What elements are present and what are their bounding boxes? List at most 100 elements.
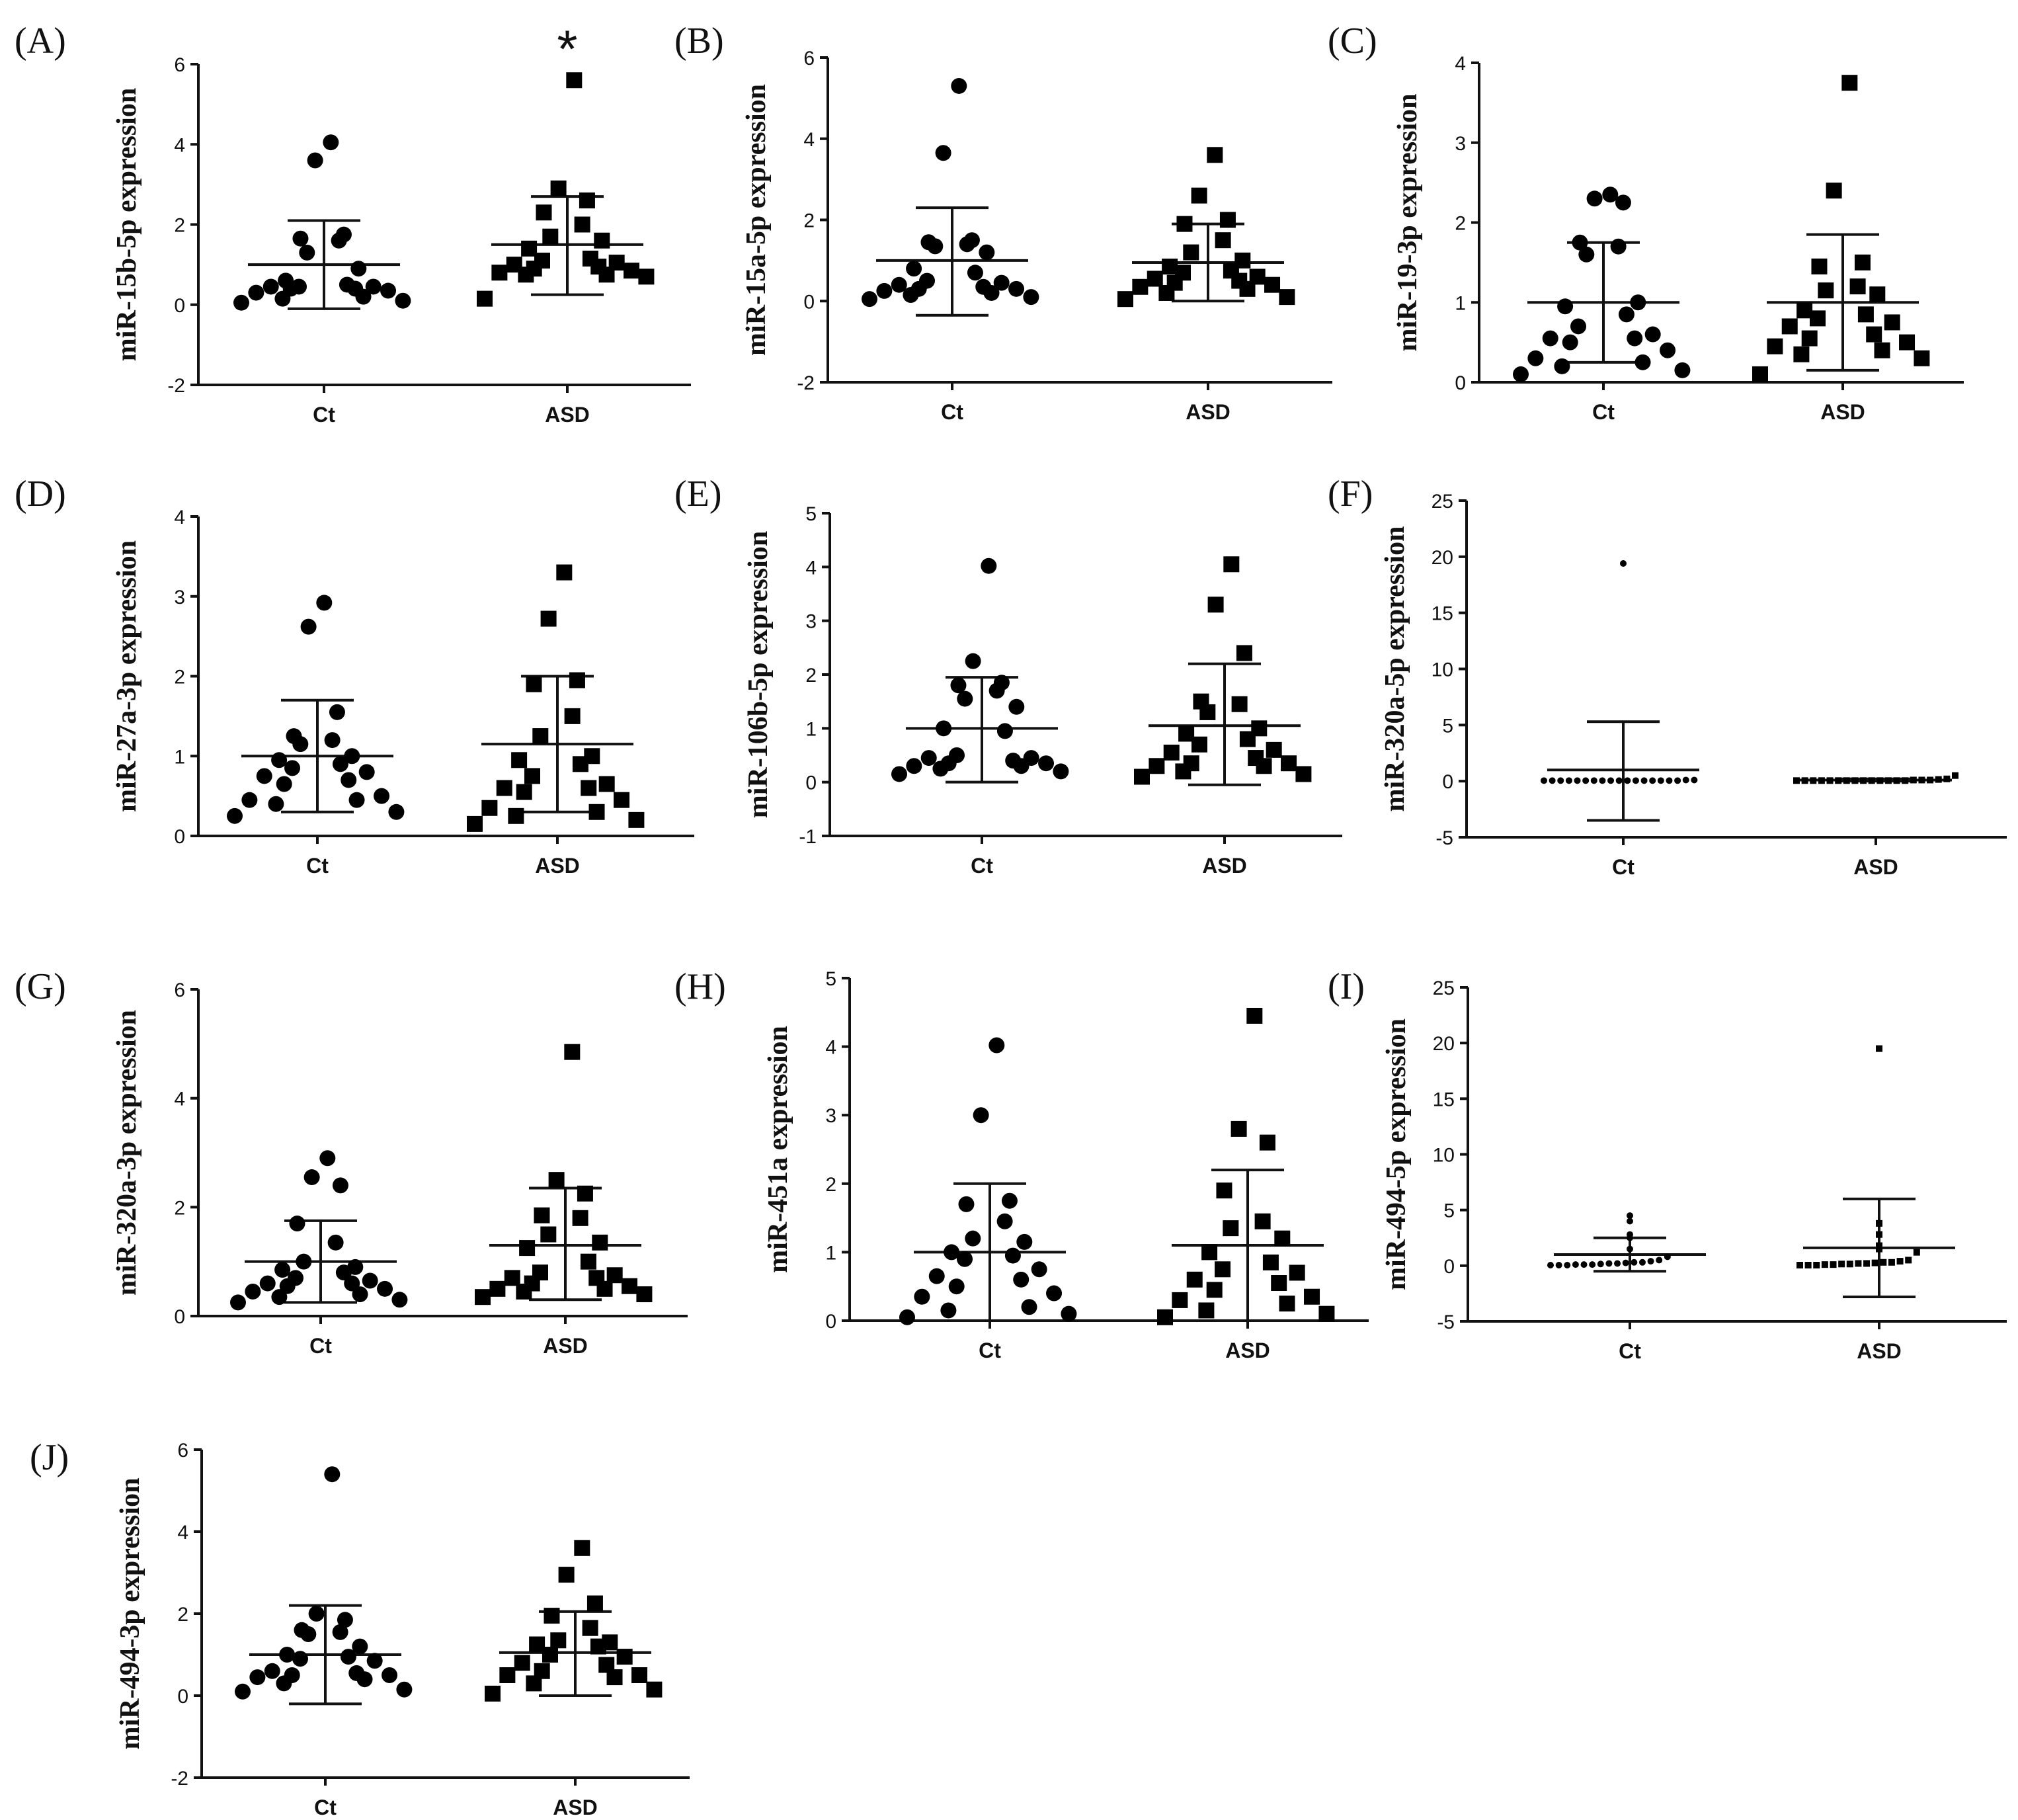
data-point-asd: [1877, 777, 1884, 784]
data-point-asd: [1888, 1259, 1895, 1266]
data-point-asd: [1843, 777, 1850, 784]
data-point-ct: [352, 1286, 368, 1303]
data-point-ct: [347, 1259, 364, 1275]
data-point-asd: [506, 257, 522, 273]
data-point-asd: [1231, 696, 1248, 712]
data-point-ct: [323, 134, 339, 151]
series-asd: [467, 564, 645, 832]
series-asd: [1793, 772, 1958, 784]
data-point-asd: [467, 815, 483, 832]
data-point-ct: [332, 1177, 348, 1194]
data-point-ct: [1541, 777, 1547, 784]
data-point-ct: [1627, 1212, 1633, 1220]
data-point-asd: [598, 776, 615, 792]
panel-d: (D) miR-27a-3p expression 0 1 2 3 4 Ct ASD: [15, 474, 694, 878]
data-point-ct: [299, 244, 315, 261]
data-point-asd: [491, 265, 508, 281]
data-point-asd: [1857, 306, 1874, 323]
data-point-ct: [1590, 777, 1597, 784]
data-point-ct: [975, 278, 992, 295]
data-point-asd: [556, 564, 573, 581]
data-point-asd: [1279, 1296, 1295, 1312]
data-point-asd: [1271, 1275, 1287, 1292]
data-point-ct: [891, 276, 907, 293]
data-point-asd: [521, 240, 538, 257]
data-point-asd: [1801, 330, 1818, 347]
data-point-asd: [504, 1270, 520, 1286]
data-point-asd: [534, 1207, 550, 1223]
data-point-asd: [524, 768, 541, 784]
data-point-ct: [957, 690, 973, 707]
data-point-asd: [550, 1632, 567, 1649]
y-tick-label: 1: [174, 746, 185, 768]
data-point-asd: [1910, 776, 1917, 784]
series-asd: [1117, 147, 1295, 308]
data-point-ct: [1666, 777, 1673, 784]
data-point-ct: [365, 278, 382, 295]
data-point-asd: [1849, 278, 1866, 295]
panel-i: (I) miR-494-5p expression -5 0 5 10 15 20 25 Ct AS…: [1328, 966, 2007, 1363]
y-tick-label: 0: [174, 1306, 185, 1328]
data-point-asd: [1147, 270, 1163, 287]
data-point-asd: [1927, 776, 1934, 784]
data-point-ct: [341, 772, 357, 788]
data-point-asd: [516, 784, 532, 800]
data-point-ct: [337, 1612, 353, 1628]
data-point-asd: [489, 1280, 506, 1297]
data-point-ct: [1061, 1305, 1077, 1322]
data-point-asd: [579, 192, 595, 209]
data-point-asd: [514, 1655, 530, 1671]
x-tick-label: ASD: [1225, 1339, 1270, 1362]
y-axis-label: miR-494-5p expression: [1381, 1018, 1412, 1290]
data-point-asd: [532, 1264, 549, 1281]
data-point-ct: [1021, 1299, 1037, 1315]
data-point-asd: [519, 1240, 536, 1257]
data-point-ct: [284, 760, 301, 776]
data-point-ct: [1557, 777, 1564, 784]
data-point-asd: [548, 1172, 565, 1188]
data-point-asd: [1818, 777, 1825, 784]
data-point-ct: [1053, 763, 1069, 780]
y-tick-label: 20: [1433, 1033, 1455, 1055]
data-point-ct: [944, 1244, 960, 1261]
data-point-ct: [324, 732, 341, 749]
data-point-ct: [1038, 755, 1055, 772]
data-point-ct: [1618, 306, 1635, 323]
data-point-asd: [1810, 777, 1817, 784]
data-point-asd: [1905, 1257, 1912, 1264]
data-point-ct: [958, 1196, 975, 1212]
data-point-ct: [906, 758, 922, 774]
data-point-ct: [296, 1253, 312, 1270]
data-point-asd: [577, 1185, 593, 1202]
data-point-asd: [1223, 556, 1240, 573]
x-tick-label: Ct: [979, 1339, 1001, 1362]
data-point-ct: [308, 1606, 325, 1622]
data-point-asd: [588, 804, 605, 820]
data-point-ct: [1664, 1253, 1671, 1261]
x-tick-label: ASD: [545, 403, 590, 427]
data-point-ct: [862, 291, 877, 308]
data-point-asd: [499, 1667, 516, 1683]
data-point-ct: [1691, 776, 1698, 784]
data-point-ct: [230, 1294, 246, 1311]
data-point-asd: [564, 708, 581, 724]
data-point-asd: [1172, 1292, 1188, 1308]
y-tick-label: 2: [174, 667, 185, 688]
data-point-ct: [950, 677, 967, 694]
data-point-asd: [1767, 338, 1783, 354]
data-point-ct: [332, 1624, 348, 1640]
data-point-asd: [1835, 777, 1842, 784]
data-point-asd: [581, 780, 597, 796]
y-tick-label: 5: [1443, 1200, 1455, 1222]
data-point-asd: [1869, 286, 1886, 303]
data-point-asd: [1893, 777, 1900, 784]
data-point-asd: [1304, 1288, 1320, 1305]
data-point-ct: [348, 1665, 365, 1681]
data-point-asd: [1262, 1254, 1279, 1270]
series-ct: [862, 77, 1039, 317]
data-point-ct: [1564, 1261, 1571, 1268]
data-point-ct: [300, 618, 317, 635]
data-point-ct: [292, 230, 309, 247]
data-point-ct: [340, 1649, 356, 1665]
data-point-asd: [1871, 1259, 1878, 1266]
